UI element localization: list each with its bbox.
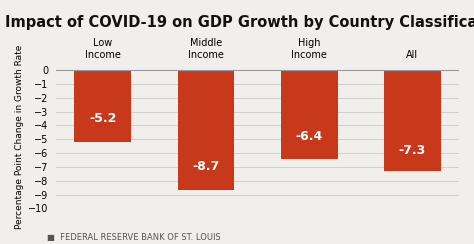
- Bar: [178, 70, 234, 190]
- Text: -7.3: -7.3: [399, 144, 426, 157]
- Text: -6.4: -6.4: [296, 130, 323, 143]
- Text: -8.7: -8.7: [192, 160, 219, 173]
- Text: ■  FEDERAL RESERVE BANK OF ST. LOUIS: ■ FEDERAL RESERVE BANK OF ST. LOUIS: [47, 233, 221, 242]
- Bar: [384, 70, 441, 171]
- Bar: [281, 70, 337, 159]
- Text: -5.2: -5.2: [89, 112, 117, 125]
- Y-axis label: Percentage Point Change in Growth Rate: Percentage Point Change in Growth Rate: [15, 45, 24, 229]
- Bar: [74, 70, 131, 142]
- Title: Impact of COVID-19 on GDP Growth by Country Classification: Impact of COVID-19 on GDP Growth by Coun…: [5, 15, 474, 30]
